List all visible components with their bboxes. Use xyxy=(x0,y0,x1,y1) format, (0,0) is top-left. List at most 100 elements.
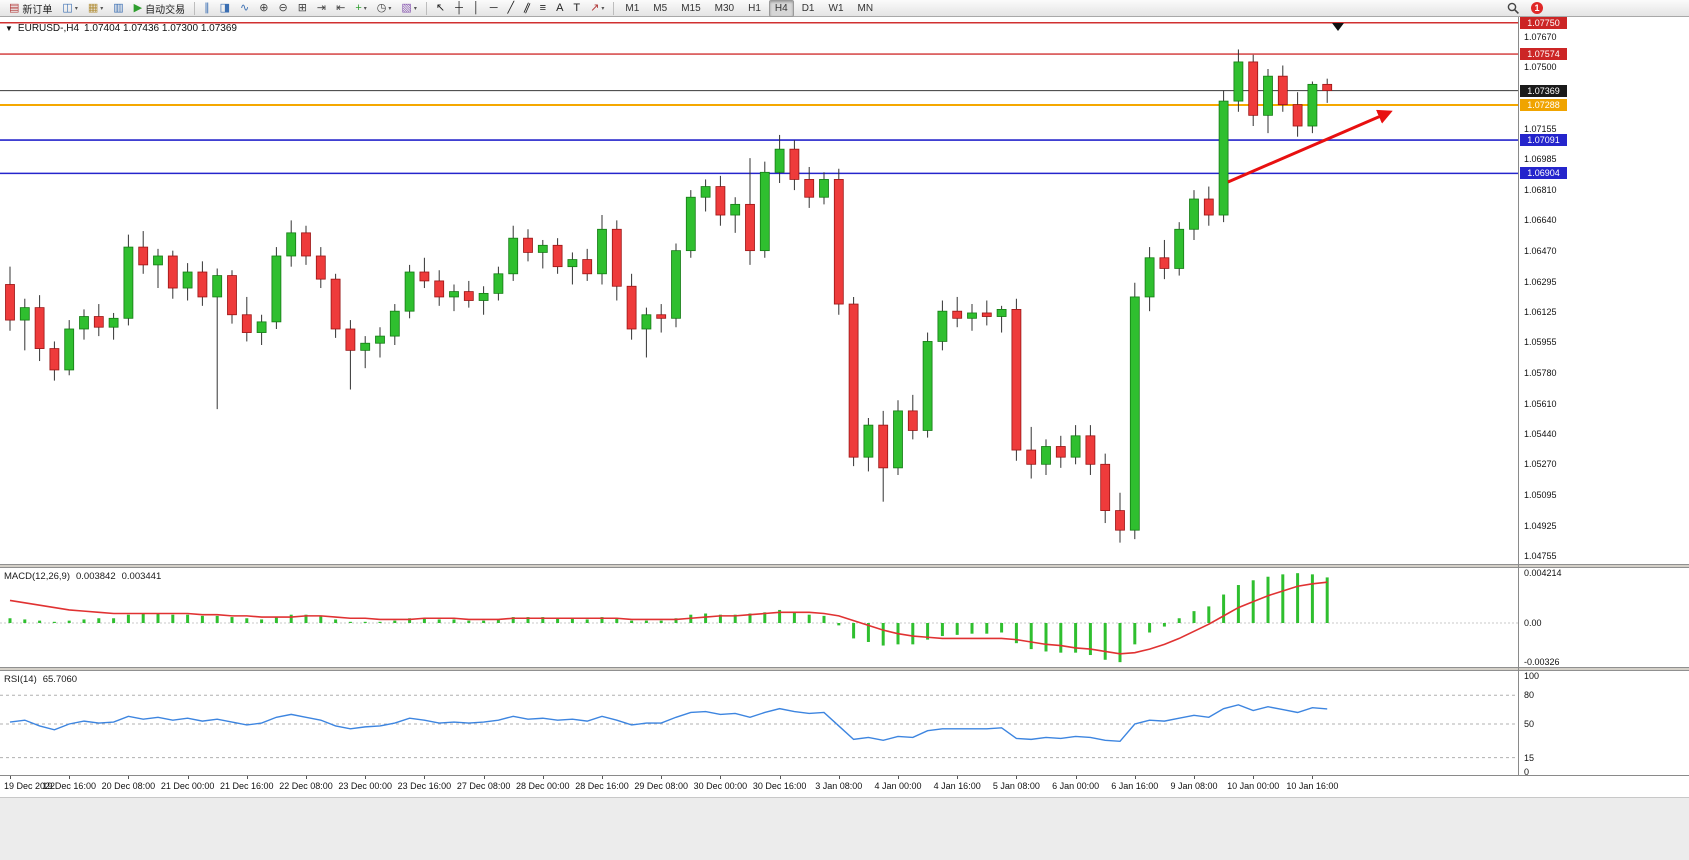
templates-button[interactable]: ▧ ▾ xyxy=(397,0,420,17)
price-axis-tick: 1.05270 xyxy=(1524,459,1557,470)
level-price-badge[interactable]: 1.07574 xyxy=(1520,48,1567,61)
time-axis-label: 5 Jan 08:00 xyxy=(992,781,1040,791)
trendline-button[interactable]: ╱ xyxy=(504,0,519,17)
rsi-axis-tick: 50 xyxy=(1524,719,1535,729)
text-label-button[interactable]: T xyxy=(569,0,584,17)
price-axis-tick: 1.06640 xyxy=(1524,215,1557,226)
price-axis-tick: 1.05095 xyxy=(1524,490,1557,501)
equidistant-channel-icon: ∥ xyxy=(522,0,533,15)
chevron-down-icon: ▾ xyxy=(363,5,367,12)
rsi-line xyxy=(9,704,1328,743)
price-axis-tick: 1.04925 xyxy=(1524,520,1557,531)
macd-histogram xyxy=(8,573,1329,663)
cursor-button[interactable]: ↖ xyxy=(432,0,449,17)
new-order-label: 新订单 xyxy=(22,4,53,16)
level-price-badge[interactable]: 1.07091 xyxy=(1520,134,1567,147)
price-chart-plot[interactable] xyxy=(0,17,1518,564)
autotrading-icon: ▶ xyxy=(133,1,143,14)
vertical-line-button[interactable]: │ xyxy=(469,0,484,17)
price-axis-tick: 1.07155 xyxy=(1524,123,1557,134)
chevron-down-icon: ▾ xyxy=(100,5,104,12)
timeframe-h4-button[interactable]: H4 xyxy=(768,0,794,17)
macd-signal-value: 0.003441 xyxy=(121,571,162,582)
price-axis-tick: 1.05610 xyxy=(1524,398,1557,409)
autotrading-button[interactable]: ▶ 自动交易 xyxy=(130,0,189,17)
horizontal-line-button[interactable]: ─ xyxy=(486,0,502,17)
time-axis-label: 28 Dec 00:00 xyxy=(516,781,570,791)
level-price-badge[interactable]: 1.07288 xyxy=(1520,99,1567,111)
crosshair-icon: ┼ xyxy=(455,1,463,14)
panel-splitter-rsi[interactable] xyxy=(0,667,1689,671)
horizontal-levels xyxy=(0,22,1518,175)
time-axis-tick xyxy=(1016,776,1018,779)
search-icon xyxy=(1507,2,1519,14)
profiles-button[interactable]: ▦ ▾ xyxy=(84,0,107,17)
time-axis[interactable]: 19 Dec 2022 19 Dec 16:00 20 Dec 08:00 21 De… xyxy=(0,775,1689,797)
price-axis-tick: 1.06125 xyxy=(1524,307,1557,318)
timeframe-m15-button[interactable]: M15 xyxy=(681,2,701,14)
level-price-badge[interactable]: 1.07750 xyxy=(1520,17,1567,29)
arrows-button[interactable]: ↗ ▾ xyxy=(586,0,608,17)
tile-windows-button[interactable]: ⊞ xyxy=(294,0,311,17)
time-axis-label: 3 Jan 08:00 xyxy=(815,781,863,791)
bar-chart-button[interactable]: ∥ xyxy=(200,0,214,17)
price-axis-tick: 1.07670 xyxy=(1524,32,1557,42)
time-axis-label: 20 Dec 08:00 xyxy=(101,781,156,791)
panel-splitter-macd[interactable] xyxy=(0,564,1689,568)
zoom-out-button[interactable]: ⊖ xyxy=(274,0,291,17)
time-axis-tick xyxy=(1253,776,1255,779)
price-axis-tick: 1.06810 xyxy=(1524,185,1557,196)
timeframe-mn-button[interactable]: MN xyxy=(857,2,874,14)
tile-windows-icon: ⊞ xyxy=(297,1,307,14)
time-axis-label: 28 Dec 16:00 xyxy=(575,781,629,791)
rsi-plot[interactable] xyxy=(0,671,1518,775)
time-axis-tick xyxy=(542,776,544,779)
time-axis-tick xyxy=(306,776,307,779)
line-chart-icon: ∿ xyxy=(240,1,250,14)
time-axis-tick xyxy=(661,776,663,779)
timeframe-m5-button[interactable]: M5 xyxy=(653,2,668,14)
candles-series xyxy=(5,49,1333,543)
text-icon: A xyxy=(556,1,564,14)
level-price-badge[interactable]: 1.06904 xyxy=(1520,167,1567,180)
data-window-button[interactable]: ▥ xyxy=(109,0,127,17)
price-axis-tick: 1.07500 xyxy=(1524,62,1557,73)
price-axis-tick: 1.06295 xyxy=(1524,276,1557,287)
rsi-label: RSI(14) 65.7060 xyxy=(4,674,77,685)
time-axis-tick xyxy=(1194,776,1195,779)
chart-shift-button[interactable]: ⇤ xyxy=(332,0,349,17)
macd-plot[interactable] xyxy=(0,568,1518,667)
text-button[interactable]: A xyxy=(552,0,567,17)
new-chart-button[interactable]: ◫ ▾ xyxy=(58,0,81,17)
notification-badge[interactable]: 1 xyxy=(1531,2,1543,14)
zoom-in-button[interactable]: ⊕ xyxy=(255,0,272,17)
timeframe-d1-button[interactable]: D1 xyxy=(801,2,815,14)
time-axis-tick xyxy=(720,776,722,779)
timeframe-w1-button[interactable]: W1 xyxy=(828,2,844,14)
candlestick-chart-button[interactable]: ◨ xyxy=(216,0,234,17)
time-axis-tick xyxy=(69,776,71,779)
rsi-title: RSI(14) xyxy=(4,674,37,685)
time-axis-label: 6 Jan 16:00 xyxy=(1111,781,1159,791)
trend-arrow-annotation[interactable] xyxy=(1227,109,1393,184)
crosshair-button[interactable]: ┼ xyxy=(451,0,467,17)
indicators-button[interactable]: + ▾ xyxy=(351,0,370,17)
time-axis-label: 10 Jan 00:00 xyxy=(1227,781,1280,791)
equidistant-channel-button[interactable]: ∥ xyxy=(520,0,534,17)
periods-button[interactable]: ◷ ▾ xyxy=(373,0,396,17)
toolbar-separator xyxy=(613,1,615,15)
current-price-price-badge[interactable]: 1.07369 xyxy=(1520,84,1567,97)
timeframe-m1-button[interactable]: M1 xyxy=(625,2,640,14)
data-window-icon: ▥ xyxy=(113,1,124,14)
timeframe-m30-button[interactable]: M30 xyxy=(714,2,735,14)
auto-scroll-button[interactable]: ⇥ xyxy=(313,0,330,17)
time-axis-tick xyxy=(10,776,11,779)
search-button[interactable] xyxy=(1502,0,1524,17)
line-chart-button[interactable]: ∿ xyxy=(236,0,253,17)
fibonacci-retracement-button[interactable]: ≡ xyxy=(536,0,550,17)
new-order-button[interactable]: ▤ 新订单 xyxy=(5,0,56,17)
time-axis-label: 19 Dec 2022 xyxy=(4,781,56,791)
rsi-axis-tick: 80 xyxy=(1524,690,1535,701)
symbol-dropdown-icon[interactable]: ▼ xyxy=(5,24,13,33)
timeframe-h1-button[interactable]: H1 xyxy=(748,2,761,14)
